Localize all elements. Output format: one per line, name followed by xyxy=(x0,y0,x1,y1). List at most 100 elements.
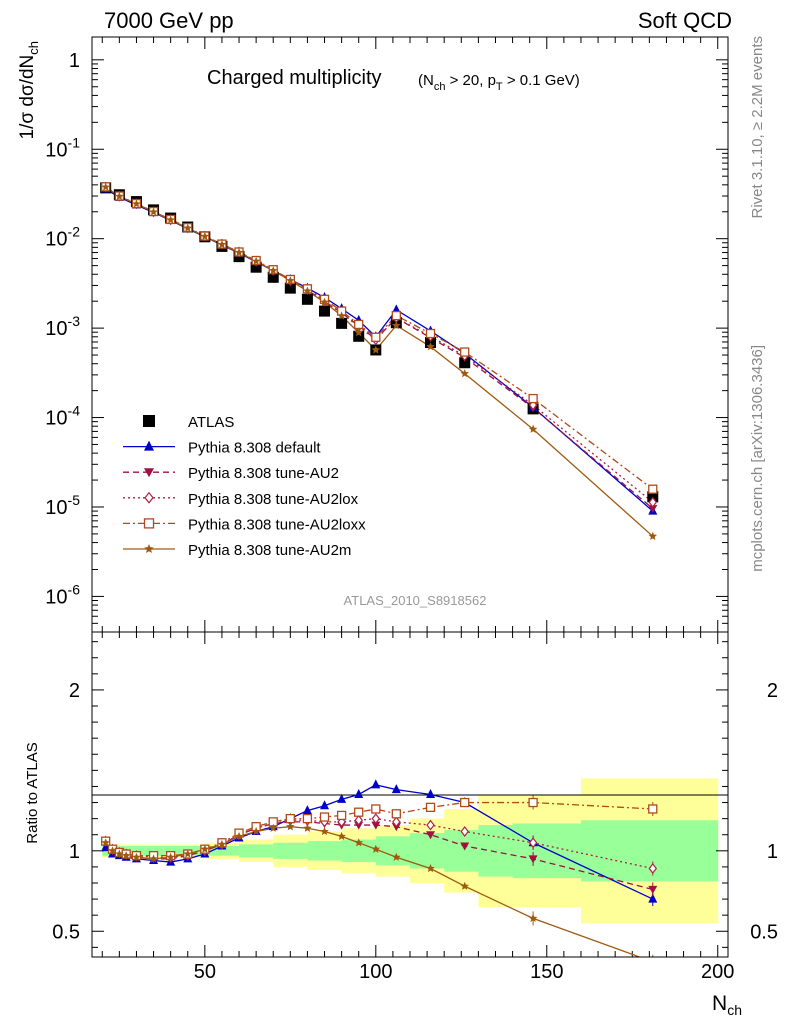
legend-label-default: Pythia 8.308 default xyxy=(188,440,321,457)
ratio-point-AU2lox xyxy=(392,816,401,828)
svg-text:Charged multiplicity: Charged multiplicity xyxy=(207,67,382,89)
main-point-AU2m xyxy=(132,199,141,208)
ratio-series-markers xyxy=(101,779,658,957)
x-tick-label: 100 xyxy=(359,961,392,983)
main-point-AU2loxx xyxy=(648,484,658,494)
ratio-point-AU2lox xyxy=(371,813,381,825)
ratio-point-AU2m xyxy=(354,838,363,847)
ratio-point-default xyxy=(391,784,401,794)
ratio-point-AU2lox xyxy=(426,819,435,831)
ratio-y-tick-label-right: 2 xyxy=(767,680,778,702)
legend-marker-AU2loxx xyxy=(143,518,155,529)
ratio-tick-labels: 0.5 0.5 1 1 2 2 50 100 150 200 xyxy=(52,680,778,983)
main-point-AU2m xyxy=(234,248,244,257)
legend-marker-AU2lox xyxy=(144,491,154,504)
ratio-point-AU2m xyxy=(268,823,278,832)
x-tick-label: 150 xyxy=(530,961,563,983)
ratio-point-default xyxy=(426,789,436,798)
legend-marker-default xyxy=(144,440,154,451)
ratio-y-axis-label: Ratio to ATLAS xyxy=(24,742,41,843)
ratio-point-AU2 xyxy=(426,831,436,840)
main-point-AU2lox xyxy=(648,496,658,508)
rivet-version-label: Rivet 3.1.10, ≥ 2.2M events xyxy=(749,36,766,219)
main-y-tick-exponent: -6 xyxy=(68,581,81,597)
main-point-AU2m xyxy=(166,215,175,224)
main-y-tick-exponent: -5 xyxy=(68,492,81,508)
main-axis-ticks xyxy=(92,37,728,633)
ratio-uncertainty-bands xyxy=(102,778,719,924)
ratio-point-AU2 xyxy=(648,885,658,894)
main-point-AU2m xyxy=(303,286,312,295)
ratio-point-AU2m xyxy=(337,831,346,840)
main-y-tick-label: 1 xyxy=(69,50,80,72)
legend: ATLAS Pythia 8.308 default Pythia 8.308 tu… xyxy=(123,414,366,559)
ratio-point-AU2m xyxy=(108,846,117,855)
main-point-AU2m xyxy=(268,266,278,275)
main-y-axis-label: 1/σ dσ/dNch xyxy=(17,41,41,139)
ratio-panel: 0.5 0.5 1 1 2 2 50 100 150 200 Ratio to ATLAS Nch xyxy=(24,631,778,1018)
ratio-point-AU2m xyxy=(234,831,244,840)
header-right: Soft QCD xyxy=(638,8,732,33)
ratio-point-default xyxy=(354,789,364,798)
x-axis-label: Nch xyxy=(712,992,742,1018)
main-series-markers xyxy=(100,181,659,540)
main-y-tick-label: 10-3 xyxy=(45,313,80,340)
ratio-y-tick-label-left: 0.5 xyxy=(52,921,80,943)
main-point-AU2m xyxy=(648,531,658,540)
band-inner xyxy=(341,839,377,863)
chart-title: Charged multiplicity (Nch > 20, pT > 0.1… xyxy=(207,67,580,93)
main-y-tick-exponent: -2 xyxy=(68,224,81,240)
main-point-AU2 xyxy=(648,505,658,514)
main-point-AU2m xyxy=(337,311,346,320)
legend-label-AU2loxx: Pythia 8.308 tune-AU2loxx xyxy=(188,516,366,533)
title-cuts-part: T xyxy=(496,81,503,93)
ratio-point-AU2m xyxy=(528,913,538,923)
main-y-tick-label: 10-2 xyxy=(45,224,80,251)
band-inner xyxy=(410,833,445,869)
x-tick-label: 50 xyxy=(194,961,216,983)
title-cuts-part: ch xyxy=(434,81,446,93)
ratio-axis-ticks xyxy=(92,632,728,957)
ratio-point-AU2m xyxy=(286,822,295,831)
x-axis-label-sub: ch xyxy=(727,1002,742,1018)
ratio-point-AU2 xyxy=(371,821,381,830)
main-point-AU2m xyxy=(251,256,261,265)
ratio-point-AU2m xyxy=(460,881,469,890)
ratio-point-AU2m xyxy=(371,844,381,853)
analysis-id-label: ATLAS_2010_S8918562 xyxy=(344,593,487,608)
legend-marker-AU2m xyxy=(144,544,154,554)
main-y-tick-exponent: -4 xyxy=(68,403,81,419)
main-point-ATLAS xyxy=(353,330,365,342)
ratio-point-AU2lox xyxy=(460,826,469,837)
main-point-ATLAS xyxy=(301,293,313,305)
ratio-point-default xyxy=(648,893,658,903)
main-y-tick-label: 10-6 xyxy=(45,581,80,608)
band-inner xyxy=(239,844,274,858)
ratio-point-AU2loxx xyxy=(371,804,381,814)
ratio-point-AU2lox xyxy=(354,814,363,826)
main-line-AU2m xyxy=(105,186,654,537)
svg-text:(Nch > 20, pT > 0.1 GeV): (Nch > 20, pT > 0.1 GeV) xyxy=(418,72,580,93)
ratio-point-AU2 xyxy=(460,842,470,851)
main-y-axis-label-sub: ch xyxy=(26,41,41,55)
ratio-point-AU2loxx xyxy=(319,812,330,822)
main-point-AU2loxx xyxy=(391,310,401,321)
ratio-point-AU2m xyxy=(303,823,312,832)
band-inner xyxy=(273,842,308,859)
legend-marker-AU2 xyxy=(144,468,154,478)
main-point-AU2m xyxy=(371,345,381,354)
main-point-AU2loxx xyxy=(371,332,381,342)
ratio-point-AU2m xyxy=(115,849,124,858)
band-inner xyxy=(444,829,479,872)
ratio-point-AU2m xyxy=(101,838,110,847)
ratio-y-tick-label-right: 0.5 xyxy=(750,921,778,943)
ratio-point-AU2m xyxy=(320,827,329,836)
main-point-AU2m xyxy=(354,328,363,337)
ratio-y-tick-label-left: 1 xyxy=(69,841,80,863)
header-left: 7000 GeV pp xyxy=(104,8,234,33)
ratio-point-default xyxy=(371,779,381,789)
ratio-point-AU2loxx xyxy=(285,813,295,824)
ratio-point-AU2loxx xyxy=(354,807,364,817)
ratio-point-AU2m xyxy=(251,827,261,836)
ratio-y-tick-label-right: 1 xyxy=(767,841,778,863)
